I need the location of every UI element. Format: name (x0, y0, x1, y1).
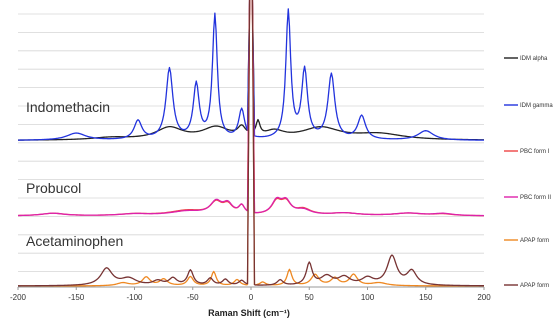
x-axis: -200 -150 -100 -50 0 50 100 150 200 (10, 286, 491, 302)
series-line-apap-form (18, 0, 485, 287)
legend-label: APAP form (520, 283, 549, 289)
series-lines (17, 0, 485, 287)
series-line-apap-form (18, 0, 484, 287)
panel-label-indomethacin: Indomethacin (26, 99, 110, 115)
legend-label: APAP form (520, 238, 549, 244)
legend-label: PBC form II (520, 195, 551, 201)
x-tick-label: 200 (477, 293, 491, 302)
x-tick-label: -50 (187, 293, 199, 302)
legend-label: PBC form I (520, 149, 550, 155)
x-tick-label: -100 (126, 293, 143, 302)
panel-labels: Indomethacin Probucol Acetaminophen (26, 99, 123, 249)
x-tick-label: -150 (68, 293, 85, 302)
legend-label: IDM gamma (520, 103, 553, 109)
x-tick-label: 50 (305, 293, 314, 302)
panel-label-probucol: Probucol (26, 180, 81, 196)
legend: IDM alpha IDM gamma PBC form I PBC form II A… (504, 56, 553, 289)
series-line-idm-alpha (17, 0, 485, 141)
series-line-idm-gamma (17, 0, 485, 141)
x-tick-label: 150 (419, 293, 433, 302)
legend-label: IDM alpha (520, 56, 548, 62)
series-line-pbc-form-ii (17, 0, 485, 217)
x-tick-label: 0 (249, 293, 254, 302)
x-axis-title: Raman Shift (cm⁻¹) (208, 308, 290, 318)
panel-label-acetaminophen: Acetaminophen (26, 233, 123, 249)
x-tick-label: -200 (10, 293, 27, 302)
grid-lines (18, 13, 484, 273)
x-tick-label: 100 (361, 293, 375, 302)
